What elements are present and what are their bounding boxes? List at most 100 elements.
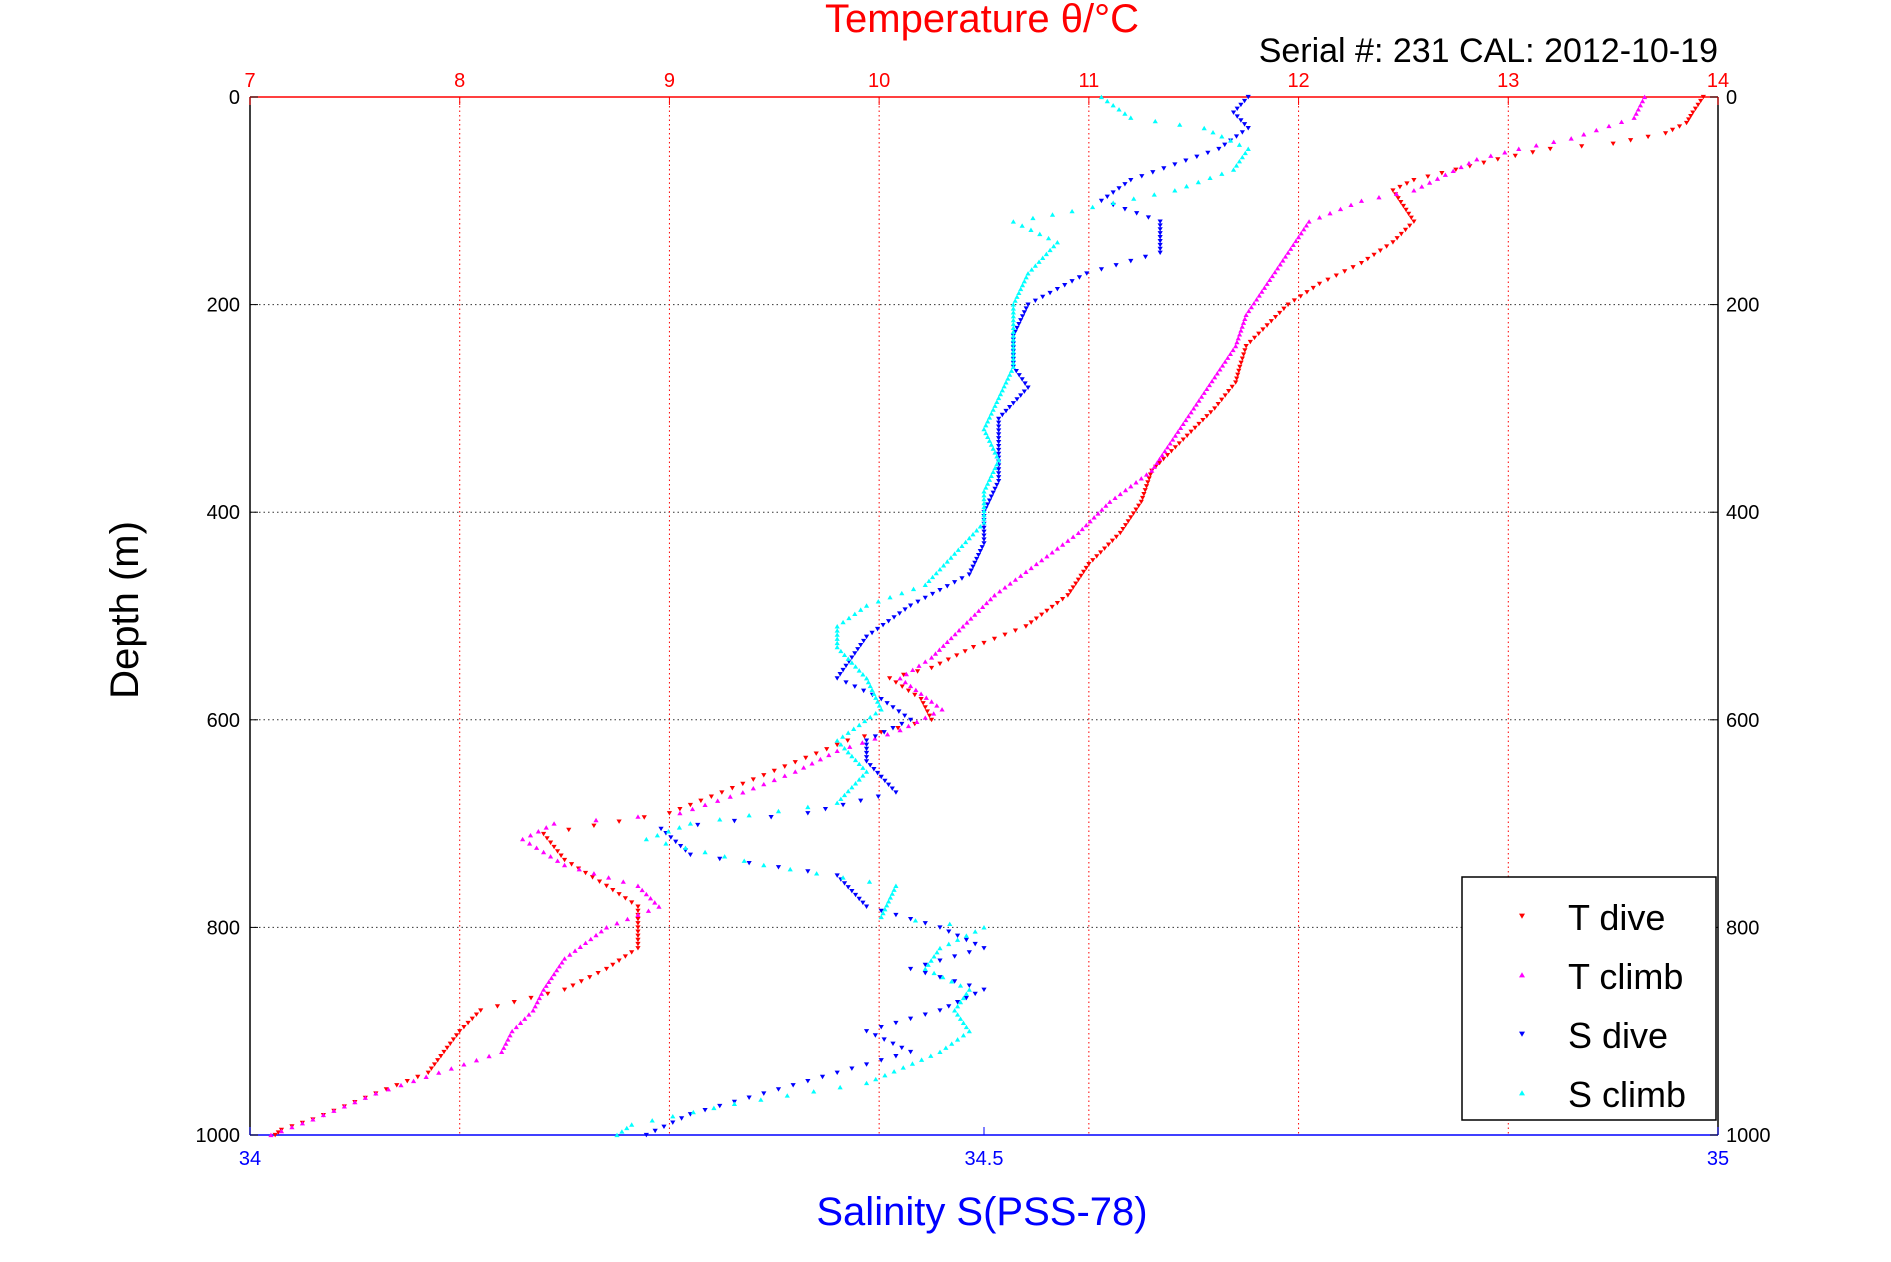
data-point	[1427, 180, 1433, 185]
data-point	[922, 595, 928, 601]
data-point	[1040, 294, 1046, 300]
data-point	[949, 979, 955, 984]
data-point	[1010, 345, 1016, 350]
data-point	[912, 918, 919, 923]
data-point	[1010, 364, 1016, 369]
data-point	[1040, 255, 1046, 260]
data-point	[614, 1132, 620, 1138]
data-point	[963, 937, 969, 943]
data-point	[1098, 94, 1105, 100]
data-point	[541, 849, 547, 855]
data-point	[1151, 464, 1157, 469]
data-point	[787, 866, 793, 872]
data-point	[1488, 153, 1494, 158]
data-point	[473, 1057, 480, 1063]
data-point	[1045, 235, 1052, 241]
data-point	[966, 535, 972, 541]
data-point	[1007, 372, 1013, 377]
data-point	[988, 442, 994, 447]
data-point	[992, 403, 998, 408]
data-point	[981, 525, 987, 531]
data-point	[731, 818, 738, 824]
data-point	[923, 695, 929, 700]
data-point	[635, 933, 641, 939]
data-point	[1204, 386, 1210, 392]
data-point	[1067, 589, 1074, 594]
data-point	[891, 1069, 897, 1074]
data-point	[761, 862, 767, 868]
data-point	[1047, 247, 1053, 253]
data-point	[1010, 321, 1016, 327]
data-point	[1019, 223, 1025, 228]
data-point	[509, 1028, 515, 1034]
data-point	[775, 1087, 782, 1092]
data-point	[1095, 511, 1101, 516]
data-point	[534, 999, 540, 1005]
data-point	[882, 1072, 888, 1078]
data-point	[997, 589, 1003, 594]
data-point	[486, 1053, 492, 1059]
data-point	[551, 821, 557, 826]
data-point	[431, 1062, 438, 1067]
data-point	[1639, 98, 1646, 104]
data-point	[1128, 258, 1134, 264]
data-point	[1419, 184, 1425, 189]
data-point	[761, 1091, 767, 1096]
data-point	[801, 765, 807, 770]
data-point	[1012, 628, 1019, 633]
data-point	[899, 684, 905, 689]
data-point	[1242, 348, 1248, 353]
data-point	[860, 900, 866, 906]
data-point	[922, 921, 928, 926]
data-point	[1107, 499, 1113, 504]
data-point	[981, 533, 987, 538]
data-point	[822, 806, 829, 812]
data-point	[855, 647, 861, 652]
data-point	[908, 966, 914, 972]
data-point	[1073, 581, 1079, 586]
data-point	[289, 1124, 295, 1130]
data-point	[1219, 134, 1225, 139]
data-point	[1151, 192, 1157, 197]
data-point	[954, 1012, 961, 1017]
data-point	[661, 1124, 667, 1130]
data-point	[994, 461, 1000, 467]
data-point	[984, 600, 990, 606]
data-point	[966, 987, 972, 992]
data-point	[1049, 604, 1055, 610]
data-point	[963, 539, 969, 545]
data-point	[1406, 211, 1412, 217]
data-point	[541, 831, 547, 837]
data-point	[635, 925, 641, 930]
data-point	[1229, 384, 1235, 390]
data-point	[1025, 385, 1031, 390]
data-point	[1239, 154, 1245, 160]
data-point	[817, 756, 824, 762]
data-point	[878, 774, 884, 780]
data-point	[861, 688, 867, 694]
data-point	[1110, 190, 1116, 195]
data-point	[884, 701, 890, 706]
data-point	[922, 582, 928, 587]
data-point	[593, 817, 599, 823]
data-point	[663, 841, 669, 846]
data-point	[398, 1082, 404, 1088]
data-point	[928, 699, 935, 704]
y-axis-title: Depth (m)	[103, 521, 147, 699]
data-point	[972, 612, 978, 617]
data-point	[849, 655, 855, 660]
data-point	[1019, 314, 1026, 319]
data-point	[977, 549, 983, 554]
data-point	[635, 912, 641, 918]
data-point	[992, 450, 998, 455]
data-point	[1117, 530, 1123, 536]
data-point	[1581, 132, 1587, 137]
data-point	[784, 1093, 790, 1098]
data-point	[622, 954, 628, 959]
data-point	[991, 636, 998, 642]
data-point	[928, 717, 935, 723]
data-point	[1233, 134, 1240, 139]
data-point	[577, 944, 583, 949]
data-point	[840, 802, 846, 808]
data-point	[453, 1033, 460, 1038]
